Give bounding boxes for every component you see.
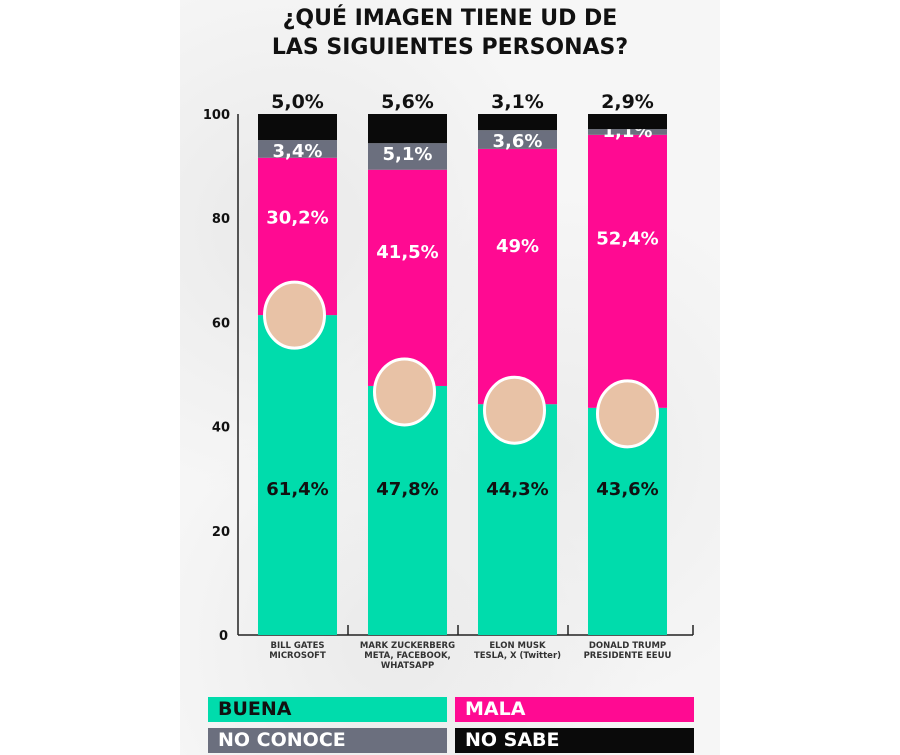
data-label: 61,4% [266, 479, 328, 500]
data-label: 43,6% [596, 479, 658, 500]
bar-segment-mala [588, 134, 667, 408]
data-label: 5,6% [381, 91, 434, 113]
bar-segment-no-conoce [258, 140, 337, 158]
legend-item-no-sabe: NO SABE [455, 728, 694, 753]
category-label: BILL GATES [270, 641, 324, 651]
data-label: 47,8% [376, 479, 438, 500]
data-label: 44,3% [486, 479, 548, 500]
y-tick-label: 60 [212, 316, 230, 331]
person-photo [263, 280, 326, 350]
person-photo [373, 357, 436, 427]
category-label: TESLA, X (Twitter) [474, 651, 561, 661]
data-label: 5,0% [271, 91, 324, 113]
data-label: 52,4% [596, 229, 658, 250]
y-tick-label: 40 [212, 421, 230, 436]
y-tick-label: 80 [212, 212, 230, 227]
bar-segment-no-sabe [368, 114, 447, 144]
person-photo [596, 379, 659, 449]
bar-segment-no-sabe [478, 114, 557, 131]
data-label: 30,2% [266, 208, 328, 229]
face-photo-icon [263, 280, 326, 350]
category-label: WHATSAPP [381, 661, 434, 671]
category-label: PRESIDENTE EEUU [584, 651, 672, 661]
y-tick-label: 0 [219, 629, 228, 644]
category-label: ELON MUSK [489, 641, 546, 651]
data-label: 41,5% [376, 242, 438, 263]
category-label: META, FACEBOOK, [364, 651, 451, 661]
legend-item-mala: MALA [455, 697, 694, 722]
data-label: 3,4% [273, 141, 323, 162]
bar-segment-buena [258, 315, 337, 635]
data-label: 3,1% [491, 91, 544, 113]
bar-segment-no-conoce [478, 130, 557, 149]
category-label: MARK ZUCKERBERG [360, 641, 455, 651]
bar-segment-no-conoce [368, 143, 447, 170]
data-label: 2,9% [601, 91, 654, 113]
bar-segment-mala [478, 148, 557, 405]
y-tick-label: 20 [212, 525, 230, 540]
bar-segment-no-sabe [588, 114, 667, 130]
face-photo-icon [596, 379, 659, 449]
chart-title: ¿QUÉ IMAGEN TIENE UD DE LAS SIGUIENTES PE… [271, 6, 629, 60]
category-label: MICROSOFT [269, 651, 326, 661]
data-label: 3,6% [493, 131, 543, 152]
category-label: DONALD TRUMP [589, 641, 666, 651]
data-label: 5,1% [383, 144, 433, 165]
y-tick-label: 100 [203, 108, 230, 123]
face-photo-icon [483, 375, 546, 445]
legend-item-no-conoce: NO CONOCE [208, 728, 447, 753]
face-photo-icon [373, 357, 436, 427]
bar-segment-no-conoce [588, 129, 667, 135]
person-photo [483, 375, 546, 445]
bar-segment-buena [368, 385, 447, 635]
stacked-bar-chart: 0 20 40 60 80 100 61,4% 30,2% 3,4% 5,0% BILL GATES… [203, 91, 694, 671]
legend-item-buena: BUENA [208, 697, 447, 722]
bar-segment-no-sabe [258, 114, 337, 141]
data-label: 49% [496, 236, 539, 257]
bar-segment-mala [368, 169, 447, 386]
